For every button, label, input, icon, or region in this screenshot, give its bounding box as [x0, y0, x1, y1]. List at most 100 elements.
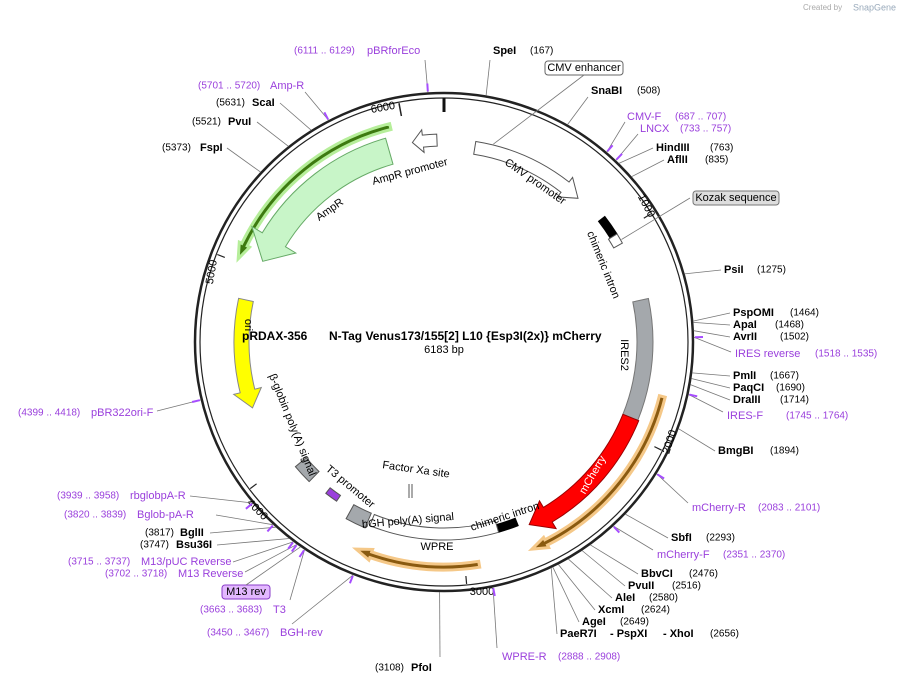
site-position: (1464) — [790, 308, 819, 319]
primer-mark — [492, 587, 496, 597]
leader-line — [621, 197, 691, 240]
primer-range: (3663 .. 3683) — [200, 605, 262, 616]
primer-range: (3702 .. 3718) — [105, 569, 167, 580]
site-name: PfoI — [411, 662, 432, 674]
leader-line — [693, 312, 731, 322]
leader-line — [688, 394, 724, 413]
site-name: BbvCI — [641, 568, 673, 580]
leader-line — [215, 514, 274, 526]
leader-line — [690, 384, 731, 401]
primer-range: (2888 .. 2908) — [558, 652, 620, 663]
ring-tick-label: 4000 — [244, 497, 270, 523]
created-by: Created by — [803, 3, 842, 12]
site-name: - PspXI — [610, 628, 647, 640]
site-position: (3747) — [140, 540, 169, 551]
primer-name: mCherry-F — [657, 549, 710, 561]
primer-name: Amp-R — [270, 80, 304, 92]
primer-mark — [245, 502, 253, 510]
primer-range: (3939 .. 3958) — [57, 491, 119, 502]
site-position: (1275) — [757, 265, 786, 276]
leader-line — [493, 74, 585, 145]
feature-box — [345, 504, 372, 529]
site-position: (2476) — [689, 569, 718, 580]
site-name: XcmI — [598, 604, 624, 616]
primer-mark — [191, 399, 201, 403]
feature-label: WPRE — [421, 541, 454, 553]
leader-line — [245, 546, 301, 586]
primer-range: (733 .. 757) — [680, 124, 731, 135]
primer-name: IRES-F — [727, 410, 763, 422]
primer-name: WPRE-R — [502, 651, 547, 663]
primer-mark — [348, 575, 354, 584]
site-name: PspOMI — [733, 307, 774, 319]
feature-label: CMV enhancer — [547, 62, 621, 74]
feature-label: ori — [242, 319, 254, 331]
site-name: PvuII — [628, 580, 654, 592]
site-name: AflII — [667, 154, 688, 166]
leader-line — [581, 550, 626, 587]
leader-line — [656, 473, 689, 504]
leader-line — [226, 147, 261, 173]
ring-tick — [398, 103, 403, 117]
feature-label: Kozak sequence — [695, 192, 776, 204]
site-name: DraIII — [733, 394, 761, 406]
site-position: (3817) — [145, 528, 174, 539]
site-name: BglII — [180, 527, 204, 539]
site-name: SpeI — [493, 45, 516, 57]
primer-mark — [606, 144, 614, 153]
primer-name: pBR322ori-F — [91, 407, 154, 419]
ring-tick — [643, 213, 651, 219]
site-name: FspI — [200, 142, 223, 154]
site-name: - XhoI — [663, 628, 694, 640]
leader-line — [692, 372, 731, 377]
leader-line — [291, 574, 354, 625]
primer-name: BGH-rev — [280, 627, 323, 639]
feature-box — [294, 456, 320, 483]
site-position: (763) — [710, 143, 733, 154]
site-name: PsiI — [724, 264, 744, 276]
site-position: (2624) — [641, 605, 670, 616]
primer-label: M13 rev — [226, 586, 266, 598]
feature-label: β-globin poly(A) signal — [266, 372, 318, 478]
primer-mark — [298, 549, 305, 558]
leader-line — [678, 428, 716, 452]
site-name: AleI — [615, 592, 635, 604]
leader-line — [631, 159, 665, 178]
primer-range: (6111 .. 6129) — [294, 46, 355, 57]
site-position: (2649) — [620, 617, 649, 628]
leader-line — [567, 96, 589, 125]
primer-mark — [290, 544, 298, 553]
primer-name: rbglobpA-R — [130, 490, 186, 502]
feature-box — [607, 233, 624, 249]
feature-arrow — [351, 547, 482, 572]
feature-arrow — [251, 137, 394, 262]
primer-name: Bglob-pA-R — [137, 509, 194, 521]
site-name: PaqCI — [733, 382, 764, 394]
leader-line — [216, 538, 290, 546]
primer-range: (1518 .. 1535) — [815, 349, 877, 360]
ring-tick — [249, 483, 257, 490]
primer-range: (687 .. 707) — [675, 112, 726, 123]
primer-mark — [613, 526, 621, 534]
site-position: (167) — [530, 46, 553, 57]
plasmid-name: pRDAX-356 — [242, 329, 308, 343]
site-position: (1690) — [776, 383, 805, 394]
primer-name: LNCX — [640, 123, 670, 135]
ring-tick-label: 6000 — [370, 100, 396, 116]
site-position: (2516) — [672, 581, 701, 592]
site-name: PvuI — [228, 116, 251, 128]
feature-arrow — [528, 413, 640, 530]
leader-line — [684, 269, 722, 275]
primer-name: M13/pUC Reverse — [141, 556, 231, 568]
leader-line — [693, 322, 731, 326]
brand: SnapGene — [853, 2, 896, 12]
ring-tick-label: 1000 — [635, 192, 657, 219]
plasmid-description: N-Tag Venus173/155[2] L10 {Esp3I(2x)} mC… — [329, 329, 602, 343]
leader-line — [304, 91, 329, 121]
primer-range: (3715 .. 3737) — [68, 557, 130, 568]
primer-range: (4399 .. 4418) — [18, 408, 80, 419]
leader-line — [612, 525, 654, 551]
leader-line — [625, 513, 669, 539]
site-position: (508) — [637, 86, 660, 97]
leader-line — [589, 544, 639, 575]
